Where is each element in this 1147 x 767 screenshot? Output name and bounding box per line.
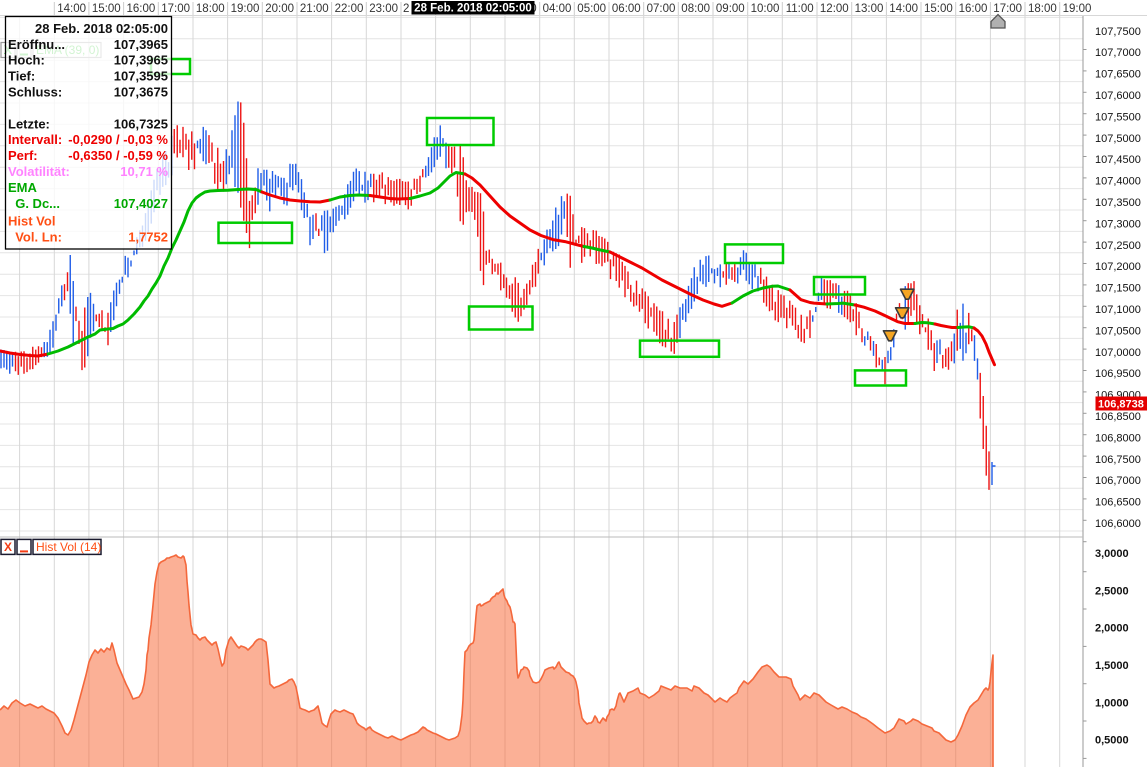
svg-text:107,3595: 107,3595 xyxy=(114,69,168,84)
svg-text:Eröffnu...: Eröffnu... xyxy=(8,37,65,52)
svg-text:EMA: EMA xyxy=(8,180,38,195)
svg-text:1,0000: 1,0000 xyxy=(1095,697,1129,709)
svg-text:G. Dc...: G. Dc... xyxy=(8,196,60,211)
svg-text:Hist Vol (14): Hist Vol (14) xyxy=(36,540,101,554)
svg-text:107,1000: 107,1000 xyxy=(1095,304,1141,316)
svg-text:106,8000: 106,8000 xyxy=(1095,432,1141,444)
svg-text:106,7325: 106,7325 xyxy=(114,116,168,131)
svg-text:1,5000: 1,5000 xyxy=(1095,660,1129,672)
svg-text:106,6500: 106,6500 xyxy=(1095,497,1141,509)
svg-text:Perf:: Perf: xyxy=(8,148,38,163)
svg-text:106,7500: 106,7500 xyxy=(1095,454,1141,466)
svg-text:Vol. Ln:: Vol. Ln: xyxy=(8,230,62,245)
svg-text:107,3675: 107,3675 xyxy=(114,85,168,100)
svg-text:2: 2 xyxy=(403,3,409,15)
svg-text:11:00: 11:00 xyxy=(786,3,814,15)
svg-text:17:00: 17:00 xyxy=(993,3,1022,15)
svg-text:18:00: 18:00 xyxy=(196,3,225,15)
svg-text:Intervall:: Intervall: xyxy=(8,132,62,147)
svg-text:04:00: 04:00 xyxy=(543,3,572,15)
svg-text:16:00: 16:00 xyxy=(959,3,988,15)
svg-text:107,6000: 107,6000 xyxy=(1095,90,1141,102)
svg-text:2,5000: 2,5000 xyxy=(1095,585,1129,597)
svg-text:106,9500: 106,9500 xyxy=(1095,368,1141,380)
svg-text:107,3000: 107,3000 xyxy=(1095,218,1141,230)
svg-text:106,8738: 106,8738 xyxy=(1098,399,1144,411)
svg-text:20:00: 20:00 xyxy=(265,3,294,15)
svg-text:28 Feb. 2018 02:05:00: 28 Feb. 2018 02:05:00 xyxy=(414,3,532,15)
svg-text:106,8500: 106,8500 xyxy=(1095,411,1141,423)
svg-text:23:00: 23:00 xyxy=(369,3,398,15)
svg-text:19:00: 19:00 xyxy=(231,3,260,15)
svg-text:107,1500: 107,1500 xyxy=(1095,283,1141,295)
svg-text:Letzte:: Letzte: xyxy=(8,116,50,131)
svg-text:21:00: 21:00 xyxy=(300,3,329,15)
svg-text:107,7000: 107,7000 xyxy=(1095,47,1141,59)
svg-text:-0,0290 / -0,03 %: -0,0290 / -0,03 % xyxy=(68,132,168,147)
svg-text:107,4027: 107,4027 xyxy=(114,196,168,211)
svg-text:05:00: 05:00 xyxy=(577,3,606,15)
svg-text:12:00: 12:00 xyxy=(820,3,849,15)
svg-text:3,0000: 3,0000 xyxy=(1095,548,1129,560)
svg-text:10,71 %: 10,71 % xyxy=(120,164,168,179)
svg-text:107,4500: 107,4500 xyxy=(1095,154,1141,166)
svg-text:06:00: 06:00 xyxy=(612,3,641,15)
svg-text:Volatilität:: Volatilität: xyxy=(8,164,70,179)
svg-text:Tief:: Tief: xyxy=(8,69,35,84)
svg-text:Hoch:: Hoch: xyxy=(8,53,45,68)
svg-text:107,5500: 107,5500 xyxy=(1095,111,1141,123)
svg-text:14:00: 14:00 xyxy=(57,3,86,15)
svg-text:15:00: 15:00 xyxy=(92,3,121,15)
svg-text:13:00: 13:00 xyxy=(855,3,884,15)
svg-text:107,7500: 107,7500 xyxy=(1095,26,1141,38)
svg-text:107,0000: 107,0000 xyxy=(1095,347,1141,359)
svg-text:10:00: 10:00 xyxy=(751,3,780,15)
svg-text:28 Feb. 2018 02:05:00: 28 Feb. 2018 02:05:00 xyxy=(35,21,168,36)
svg-text:0,5000: 0,5000 xyxy=(1095,735,1129,747)
svg-text:X: X xyxy=(4,540,12,554)
svg-text:16:00: 16:00 xyxy=(127,3,156,15)
svg-text:107,3500: 107,3500 xyxy=(1095,197,1141,209)
svg-text:19:00: 19:00 xyxy=(1063,3,1092,15)
svg-text:Hist Vol: Hist Vol xyxy=(8,214,55,229)
svg-text:18:00: 18:00 xyxy=(1028,3,1057,15)
svg-text:107,3965: 107,3965 xyxy=(114,53,168,68)
svg-text:1,7752: 1,7752 xyxy=(128,230,168,245)
svg-text:17:00: 17:00 xyxy=(161,3,190,15)
svg-text:107,5000: 107,5000 xyxy=(1095,133,1141,145)
svg-text:107,0500: 107,0500 xyxy=(1095,325,1141,337)
svg-text:107,2000: 107,2000 xyxy=(1095,261,1141,273)
svg-text:107,6500: 107,6500 xyxy=(1095,69,1141,81)
svg-text:08:00: 08:00 xyxy=(681,3,710,15)
svg-text:107,2500: 107,2500 xyxy=(1095,240,1141,252)
svg-text:22:00: 22:00 xyxy=(335,3,364,15)
svg-text:106,7000: 106,7000 xyxy=(1095,475,1141,487)
svg-text:07:00: 07:00 xyxy=(647,3,676,15)
svg-text:106,6000: 106,6000 xyxy=(1095,518,1141,530)
svg-text:107,4000: 107,4000 xyxy=(1095,176,1141,188)
svg-text:Schluss:: Schluss: xyxy=(8,85,62,100)
svg-text:-0,6350 / -0,59 %: -0,6350 / -0,59 % xyxy=(68,148,168,163)
svg-text:09:00: 09:00 xyxy=(716,3,745,15)
svg-text:15:00: 15:00 xyxy=(924,3,953,15)
svg-text:107,3965: 107,3965 xyxy=(114,37,168,52)
svg-text:2,0000: 2,0000 xyxy=(1095,623,1129,635)
svg-text:14:00: 14:00 xyxy=(889,3,918,15)
